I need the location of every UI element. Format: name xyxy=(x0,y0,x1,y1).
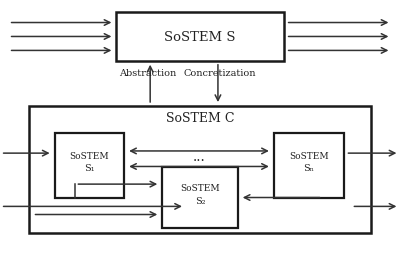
Text: S₁: S₁ xyxy=(84,164,95,172)
Text: Concretization: Concretization xyxy=(184,69,256,78)
Text: SᴏSTEM: SᴏSTEM xyxy=(289,151,328,160)
Text: ...: ... xyxy=(193,150,205,164)
Bar xyxy=(28,107,372,233)
Bar xyxy=(274,133,344,198)
Text: SᴏSTEM: SᴏSTEM xyxy=(180,183,220,192)
Bar xyxy=(162,167,238,228)
Text: S₂: S₂ xyxy=(195,196,205,205)
Text: Sₙ: Sₙ xyxy=(303,164,314,172)
Text: SᴏSTEM S: SᴏSTEM S xyxy=(164,31,236,44)
Text: SᴏSTEM: SᴏSTEM xyxy=(70,151,109,160)
Text: Abstraction: Abstraction xyxy=(120,69,177,78)
Bar xyxy=(54,133,124,198)
Bar xyxy=(116,13,284,61)
Text: SᴏSTEM C: SᴏSTEM C xyxy=(166,112,234,125)
